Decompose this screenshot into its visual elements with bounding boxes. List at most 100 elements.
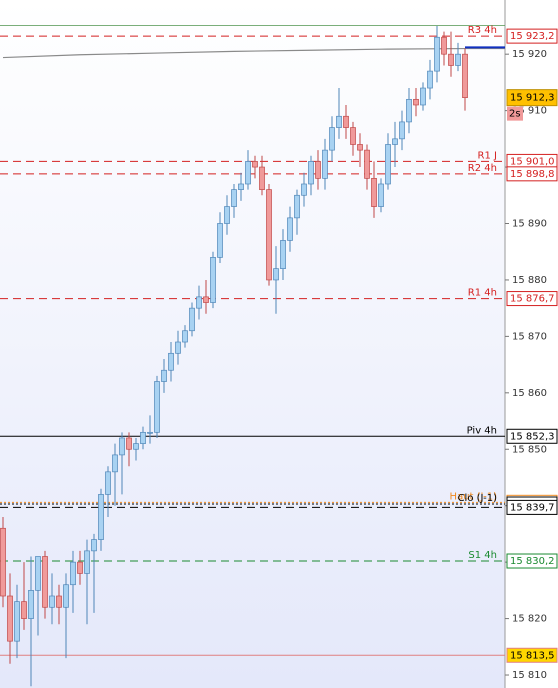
candle-body — [210, 257, 216, 303]
candle-body — [147, 431, 153, 434]
candle-body — [126, 437, 132, 450]
level-badge — [506, 291, 558, 307]
candle-body — [364, 149, 370, 179]
candle-body — [273, 268, 279, 281]
candle-body — [196, 296, 202, 309]
candle-body — [329, 127, 335, 151]
candle-body — [308, 161, 314, 185]
level-name: Piv 4h — [467, 425, 497, 436]
candle-body — [343, 115, 349, 128]
countdown: 2s — [509, 109, 521, 120]
candle-body — [392, 138, 398, 145]
level-name: Haut (J-1) — [450, 491, 498, 502]
candle-body — [224, 206, 230, 224]
candle-body — [441, 36, 447, 55]
candle-body — [238, 183, 244, 190]
candle-body — [35, 556, 41, 591]
y-tick-label: 15 860 — [512, 388, 547, 399]
y-tick-label: 15 850 — [512, 444, 547, 455]
y-tick-label: 15 880 — [512, 275, 547, 286]
candle-body — [168, 352, 174, 371]
y-tick-label: 15 870 — [512, 331, 547, 342]
level-name: R1 4h — [468, 288, 497, 299]
level-name: R1 J — [478, 150, 497, 161]
candle-body — [84, 550, 90, 574]
y-tick-label: 15 920 — [512, 49, 547, 60]
candle-body — [70, 561, 76, 586]
candle-body — [413, 98, 419, 106]
level-value: 15 898,8 — [510, 169, 555, 180]
candle-body — [245, 161, 251, 185]
level-value: 15 901,0 — [510, 156, 555, 167]
candle-body — [434, 36, 440, 72]
candle-body — [252, 161, 258, 168]
candle-body — [98, 494, 104, 540]
candle-body — [371, 177, 377, 207]
candle-body — [217, 223, 223, 258]
current-price: 15 912,3 — [510, 93, 555, 104]
candle-body — [182, 330, 188, 343]
candle-body — [350, 127, 356, 145]
candle-body — [77, 561, 83, 574]
y-tick-label: 15 910 — [512, 106, 547, 117]
level-value: 15 813,5 — [510, 650, 555, 661]
candle-body — [266, 189, 272, 281]
level-value: 15 852,3 — [510, 431, 555, 442]
candle-body — [189, 307, 195, 332]
candle-body — [49, 595, 55, 608]
candle-body — [231, 189, 237, 207]
candle-body — [63, 584, 69, 608]
level-badge — [506, 553, 558, 569]
candle-body — [112, 454, 118, 473]
candle-body — [91, 539, 97, 552]
countdown-badge — [507, 106, 523, 121]
candle-body — [7, 595, 13, 642]
candle-body — [336, 115, 342, 128]
level-badge — [506, 166, 558, 182]
candle-body — [56, 595, 62, 608]
candle-body — [133, 443, 139, 450]
level-value: 15 876,7 — [510, 294, 555, 305]
level-name: R3 4h — [468, 25, 497, 36]
candle-body — [280, 240, 286, 270]
candle-body — [301, 183, 307, 196]
candle-body — [259, 166, 265, 190]
candle-body — [385, 144, 391, 185]
candle-body — [378, 183, 384, 207]
candle-body — [448, 53, 454, 66]
current-price-badge — [506, 89, 558, 107]
candle-body — [399, 121, 405, 140]
candle-body — [175, 341, 181, 354]
candle-body — [455, 53, 461, 66]
candle-body — [287, 217, 293, 241]
candle-body — [21, 601, 27, 619]
level-value: 15 923,2 — [510, 31, 555, 42]
candle-body — [294, 194, 300, 219]
candle-body — [0, 527, 6, 597]
top-rule — [0, 25, 505, 26]
level-name: S1 4h — [468, 550, 497, 561]
candle-body — [28, 590, 34, 619]
candle-body — [322, 149, 328, 179]
candle-body — [462, 53, 468, 98]
candle-body — [203, 296, 209, 303]
level-badge — [506, 647, 558, 663]
candle-body — [420, 87, 426, 106]
level-name: Clo (J-1) — [458, 493, 498, 504]
candle-body — [406, 98, 412, 123]
level-badge — [506, 499, 558, 515]
y-tick-label: 15 810 — [512, 670, 547, 681]
candle-body — [105, 471, 111, 495]
level-name: R2 4h — [468, 163, 497, 174]
candle-body — [140, 431, 146, 444]
level-value: 15 830,2 — [510, 556, 555, 567]
candle-body — [119, 437, 125, 456]
level-badge — [506, 428, 558, 444]
candle-body — [357, 144, 363, 151]
moving-average — [2, 47, 505, 59]
candle-body — [315, 161, 321, 179]
candle-body — [161, 369, 167, 382]
level-value: 15 839,7 — [510, 502, 555, 513]
y-tick-label: 15 890 — [512, 219, 547, 230]
